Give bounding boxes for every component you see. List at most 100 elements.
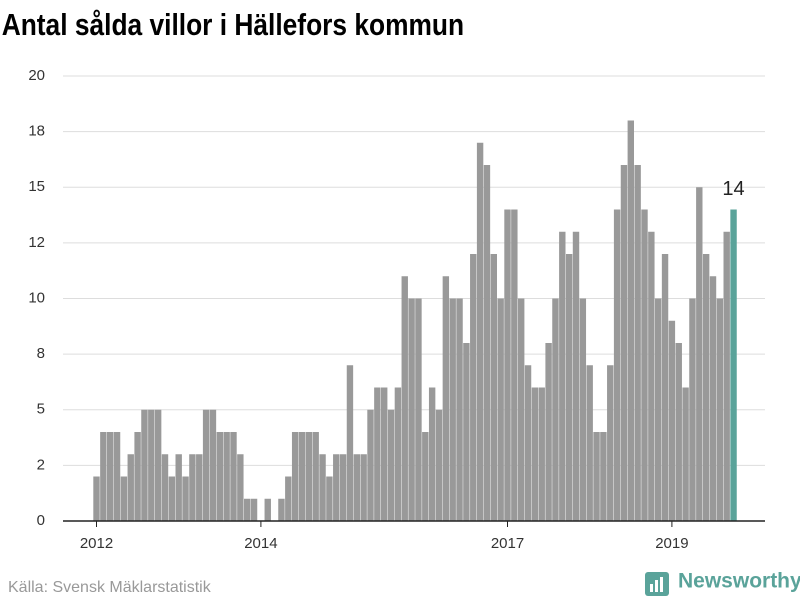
bar bbox=[415, 298, 422, 521]
bar bbox=[504, 209, 511, 521]
bar bbox=[607, 365, 614, 521]
bar bbox=[641, 209, 648, 521]
x-tick-label: 2017 bbox=[491, 535, 524, 552]
bar bbox=[394, 387, 402, 521]
bar bbox=[367, 409, 374, 521]
bar bbox=[511, 209, 518, 521]
bar bbox=[497, 298, 504, 521]
brand-logo bbox=[645, 572, 669, 596]
bar bbox=[442, 276, 450, 521]
bar bbox=[141, 409, 148, 521]
y-tick-label: 8 bbox=[37, 345, 45, 362]
source: Källa: Svensk Mäklarstatistik bbox=[8, 579, 212, 596]
bar bbox=[422, 432, 429, 521]
bar bbox=[531, 387, 539, 521]
x-tick-label: 2012 bbox=[80, 535, 113, 552]
bar bbox=[463, 343, 470, 521]
bar bbox=[490, 254, 497, 521]
bar bbox=[702, 254, 710, 521]
bar bbox=[483, 165, 491, 521]
bar bbox=[565, 254, 573, 521]
bar bbox=[230, 432, 237, 521]
bar bbox=[93, 476, 100, 521]
bar bbox=[168, 476, 176, 521]
bar bbox=[613, 209, 621, 521]
brand: Newsworthy bbox=[678, 570, 800, 593]
bar bbox=[209, 409, 217, 521]
y-tick-label: 20 bbox=[28, 67, 45, 84]
bar bbox=[387, 409, 395, 521]
bar bbox=[661, 254, 669, 521]
bar bbox=[579, 298, 587, 521]
bar bbox=[120, 476, 128, 521]
y-tick-label: 12 bbox=[28, 234, 45, 251]
bar bbox=[655, 298, 662, 521]
bar bbox=[559, 231, 566, 521]
bar bbox=[202, 409, 210, 521]
bar bbox=[682, 387, 689, 521]
bar bbox=[696, 187, 703, 521]
bar bbox=[620, 165, 628, 521]
bar bbox=[127, 454, 134, 521]
bar bbox=[216, 432, 223, 521]
bar bbox=[627, 120, 634, 521]
bar bbox=[435, 409, 443, 521]
chart-title: Antal sålda villor i Hällefors kommun bbox=[2, 8, 464, 42]
bar bbox=[333, 454, 340, 521]
bar bbox=[675, 343, 682, 521]
bar bbox=[716, 298, 724, 521]
y-tick-label: 18 bbox=[28, 123, 45, 140]
bar bbox=[524, 365, 532, 521]
bar bbox=[476, 142, 484, 521]
bar bbox=[339, 454, 347, 521]
bar bbox=[408, 298, 415, 521]
bar bbox=[381, 387, 388, 521]
bar bbox=[518, 298, 525, 521]
bar bbox=[456, 298, 463, 521]
bar bbox=[154, 409, 162, 521]
bar bbox=[107, 432, 114, 521]
bar bbox=[634, 165, 641, 521]
bar bbox=[326, 476, 333, 521]
bar bbox=[285, 476, 292, 521]
bar bbox=[250, 498, 258, 521]
bar bbox=[470, 254, 477, 521]
bar bbox=[161, 454, 169, 521]
bar bbox=[586, 365, 593, 521]
bar bbox=[600, 432, 607, 521]
bar bbox=[401, 276, 408, 521]
y-tick-label: 5 bbox=[37, 401, 45, 418]
bar bbox=[237, 454, 244, 521]
y-tick-label: 15 bbox=[28, 178, 45, 195]
bar bbox=[264, 498, 271, 521]
bar bbox=[593, 432, 600, 521]
bar bbox=[552, 298, 559, 521]
bar bbox=[182, 476, 189, 521]
bar bbox=[730, 209, 737, 521]
y-tick-label: 10 bbox=[28, 289, 45, 306]
x-tick-label: 2019 bbox=[655, 535, 688, 552]
bar bbox=[298, 432, 306, 521]
bar bbox=[428, 387, 436, 521]
bar bbox=[709, 276, 717, 521]
bar bbox=[374, 387, 381, 521]
bar bbox=[572, 231, 580, 521]
bar bbox=[319, 454, 326, 521]
bar bbox=[196, 454, 203, 521]
bar bbox=[305, 432, 313, 521]
bar bbox=[668, 320, 676, 521]
bar bbox=[148, 409, 155, 521]
bar bbox=[545, 343, 552, 521]
bar bbox=[278, 498, 285, 521]
bar bbox=[113, 432, 121, 521]
bar bbox=[100, 432, 107, 521]
bar bbox=[189, 454, 196, 521]
bar bbox=[360, 454, 367, 521]
bar bbox=[538, 387, 545, 521]
x-tick-label: 2014 bbox=[244, 535, 277, 552]
bar bbox=[353, 454, 360, 521]
bar bbox=[244, 498, 251, 521]
bar bbox=[346, 365, 354, 521]
bar bbox=[689, 298, 696, 521]
